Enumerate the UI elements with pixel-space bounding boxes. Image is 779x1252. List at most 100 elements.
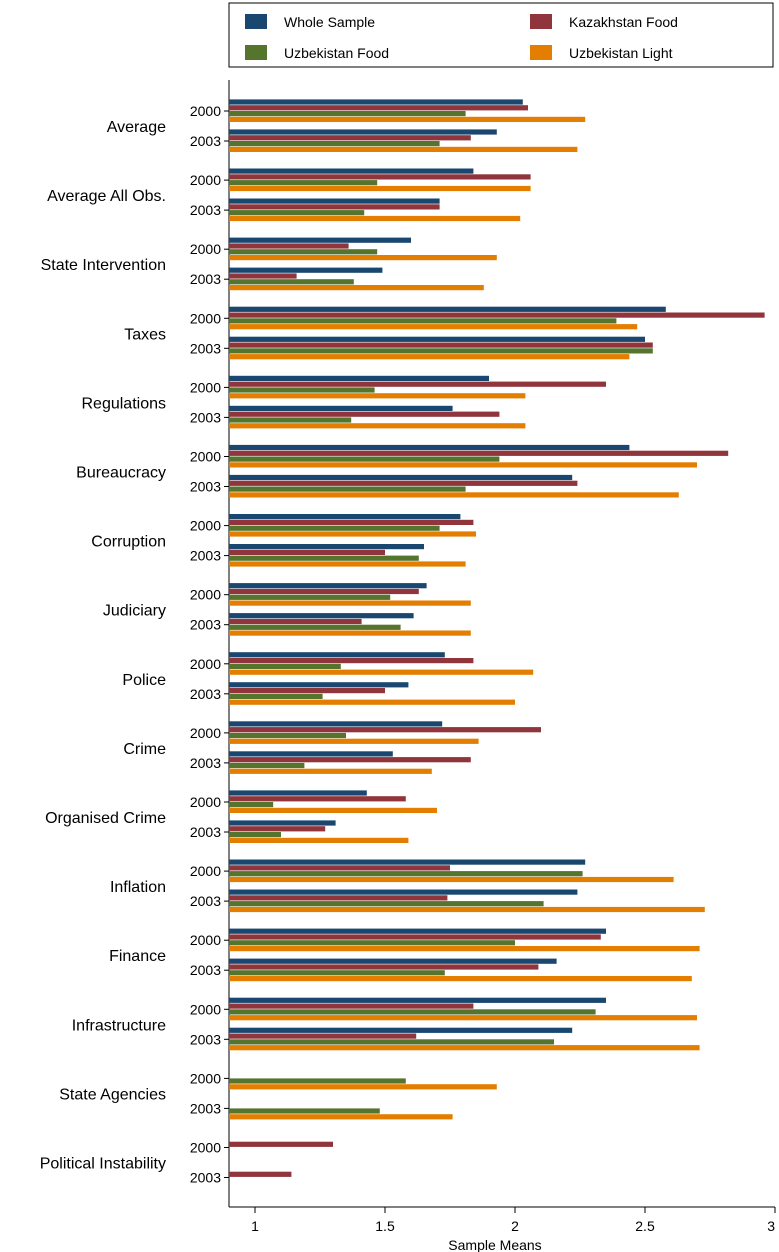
category-label: Average All Obs. bbox=[47, 188, 166, 205]
bar bbox=[229, 99, 523, 105]
year-label: 2000 bbox=[190, 518, 221, 534]
bar bbox=[229, 757, 471, 763]
bar bbox=[229, 583, 427, 589]
year-label: 2003 bbox=[190, 340, 221, 356]
bar bbox=[229, 721, 443, 727]
bar bbox=[229, 865, 450, 871]
category-label: Police bbox=[122, 672, 166, 689]
year-label: 2003 bbox=[190, 202, 221, 218]
x-tick-label: 3 bbox=[767, 1218, 775, 1234]
bar bbox=[229, 423, 526, 429]
bar bbox=[229, 997, 606, 1003]
category-label: Corruption bbox=[91, 534, 166, 551]
bar bbox=[229, 889, 578, 895]
bar bbox=[229, 837, 409, 843]
year-label: 2000 bbox=[190, 310, 221, 326]
bar bbox=[229, 375, 489, 381]
bar bbox=[229, 958, 557, 964]
year-label: 2003 bbox=[190, 755, 221, 771]
bar bbox=[229, 249, 378, 255]
year-label: 2003 bbox=[190, 1031, 221, 1047]
bar bbox=[229, 204, 440, 210]
bar bbox=[229, 928, 606, 934]
bar bbox=[229, 135, 471, 141]
category-label: Taxes bbox=[124, 326, 166, 343]
bar bbox=[229, 624, 401, 630]
bar bbox=[229, 768, 432, 774]
bar bbox=[229, 1009, 596, 1015]
bar bbox=[229, 237, 411, 243]
bar bbox=[229, 456, 500, 462]
bar bbox=[229, 1027, 573, 1033]
bar bbox=[229, 105, 528, 111]
bar bbox=[229, 146, 578, 152]
bar bbox=[229, 387, 375, 393]
bar bbox=[229, 802, 274, 808]
bar bbox=[229, 381, 606, 387]
bar bbox=[229, 658, 474, 664]
bar bbox=[229, 699, 515, 705]
legend-label: Uzbekistan Light bbox=[569, 45, 673, 61]
bar bbox=[229, 549, 385, 555]
bar bbox=[229, 906, 705, 913]
year-label: 2003 bbox=[190, 409, 221, 425]
bar bbox=[229, 727, 541, 733]
bar bbox=[229, 826, 326, 832]
year-label: 2000 bbox=[190, 794, 221, 810]
bar bbox=[229, 555, 419, 561]
legend-label: Kazakhstan Food bbox=[569, 14, 678, 30]
bar bbox=[229, 318, 617, 324]
category-label: Bureaucracy bbox=[76, 465, 166, 482]
year-label: 2000 bbox=[190, 172, 221, 188]
bar bbox=[229, 871, 583, 877]
bar bbox=[229, 594, 391, 600]
bar bbox=[229, 174, 531, 180]
year-label: 2003 bbox=[190, 479, 221, 495]
bar bbox=[229, 820, 336, 826]
bar bbox=[229, 417, 352, 423]
bar bbox=[229, 807, 437, 813]
bar bbox=[229, 444, 630, 451]
bar bbox=[229, 255, 497, 261]
year-label: 2000 bbox=[190, 1070, 221, 1086]
bar bbox=[229, 354, 630, 360]
bar bbox=[229, 1039, 554, 1045]
bar bbox=[229, 682, 409, 688]
x-tick-label: 2 bbox=[511, 1218, 519, 1234]
bar bbox=[229, 1033, 417, 1039]
bar bbox=[229, 198, 440, 204]
year-label: 2000 bbox=[190, 656, 221, 672]
category-label: Infrastructure bbox=[72, 1017, 166, 1034]
year-label: 2000 bbox=[190, 1140, 221, 1156]
bar bbox=[229, 514, 461, 520]
bar bbox=[229, 976, 692, 982]
bar bbox=[229, 348, 653, 354]
bar bbox=[229, 279, 354, 285]
bar bbox=[229, 859, 586, 865]
year-label: 2000 bbox=[190, 379, 221, 395]
bar bbox=[229, 1078, 406, 1084]
year-label: 2003 bbox=[190, 1170, 221, 1186]
legend-swatch bbox=[245, 45, 267, 60]
bar bbox=[229, 267, 383, 273]
year-label: 2000 bbox=[190, 725, 221, 741]
year-label: 2000 bbox=[190, 932, 221, 948]
bar bbox=[229, 306, 666, 312]
x-tick-label: 1.5 bbox=[375, 1218, 395, 1234]
bar bbox=[229, 669, 534, 675]
bar bbox=[229, 312, 765, 318]
legend-swatch bbox=[245, 14, 267, 29]
year-label: 2000 bbox=[190, 241, 221, 257]
bar bbox=[229, 561, 466, 567]
bar bbox=[229, 901, 544, 907]
year-label: 2003 bbox=[190, 893, 221, 909]
legend-box bbox=[228, 2, 774, 68]
x-tick-label: 1 bbox=[251, 1218, 259, 1234]
bar bbox=[229, 630, 471, 636]
category-label: Inflation bbox=[110, 879, 166, 896]
bar bbox=[229, 492, 679, 498]
bar bbox=[229, 970, 445, 976]
x-axis-title: Sample Means bbox=[448, 1237, 541, 1252]
legend-label: Whole Sample bbox=[284, 14, 375, 30]
